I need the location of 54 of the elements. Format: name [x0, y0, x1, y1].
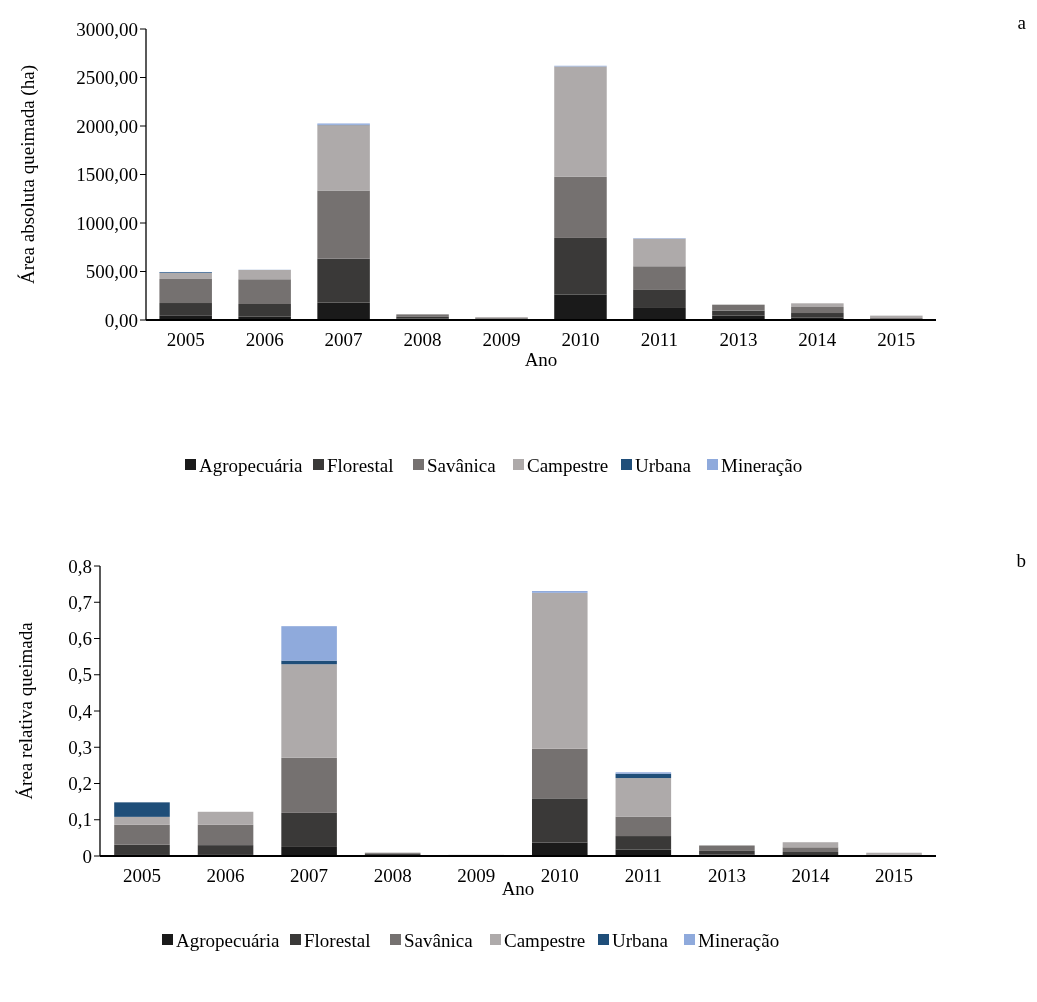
y-tick-label: 0,00 [104, 309, 138, 331]
x-tick-label: 2011 [640, 329, 679, 350]
y-tick-label: 0,2 [68, 773, 92, 795]
legend-label: Urbana [612, 929, 669, 951]
x-tick-label: 2005 [166, 329, 205, 350]
legend-label: Agropecuária [176, 929, 280, 951]
x-tick-label: 2006 [206, 865, 245, 886]
x-tick-label: 2010 [561, 329, 600, 350]
x-axis-title: Ano [524, 349, 558, 370]
x-tick-label: 2008 [373, 865, 412, 886]
x-tick-label: 2005 [122, 865, 161, 886]
x-tick-label: 2009 [457, 865, 496, 886]
x-tick-label: 2010 [540, 865, 579, 886]
y-axis-title: Área relativa queimada [15, 621, 36, 800]
x-tick-label: 2013 [707, 865, 746, 886]
y-tick-label: 500,00 [85, 261, 138, 283]
text: b [1016, 549, 1026, 571]
legend-label: Mineração [698, 929, 780, 951]
x-tick-label: 2015 [877, 329, 916, 350]
legend-label: Campestre [527, 454, 609, 476]
y-tick-label: 1000,00 [76, 212, 138, 234]
y-axis-title: Área absoluta queimada (ha) [17, 65, 39, 284]
x-tick-label: 2006 [245, 329, 284, 350]
legend-label: Agropecuária [199, 454, 303, 476]
x-tick-label: 2007 [290, 865, 329, 886]
legend-label: Urbana [635, 454, 692, 476]
y-tick-label: 0,7 [68, 591, 92, 613]
y-tick-label: 0,5 [68, 664, 92, 686]
y-tick-label: 0,6 [68, 628, 92, 650]
y-tick-label: 3000,00 [76, 18, 138, 40]
y-tick-label: 1500,00 [76, 164, 138, 186]
y-tick-label: 0,3 [68, 736, 92, 758]
y-tick-label: 2500,00 [76, 67, 138, 89]
legend-label: Florestal [304, 929, 371, 951]
legend-label: Savânica [427, 454, 497, 476]
legend-label: Mineração [721, 454, 803, 476]
x-tick-label: 2011 [624, 865, 662, 886]
x-tick-label: 2015 [875, 865, 914, 886]
y-tick-label: 0,1 [68, 809, 92, 831]
x-tick-label: 2007 [324, 329, 363, 350]
text: a [1017, 11, 1027, 33]
x-tick-label: 2014 [791, 865, 830, 886]
y-tick-label: 0,8 [68, 555, 92, 577]
y-tick-label: 0 [82, 845, 92, 867]
legend-label: Savânica [404, 929, 474, 951]
x-tick-label: 2014 [798, 329, 837, 350]
legend-label: Florestal [327, 454, 394, 476]
x-axis-title: Ano [501, 878, 535, 899]
x-tick-label: 2009 [482, 329, 521, 350]
y-tick-label: 0,4 [68, 700, 93, 722]
legend-label: Campestre [504, 929, 586, 951]
y-tick-label: 2000,00 [76, 115, 138, 137]
x-tick-label: 2008 [403, 329, 442, 350]
x-tick-label: 2013 [719, 329, 758, 350]
